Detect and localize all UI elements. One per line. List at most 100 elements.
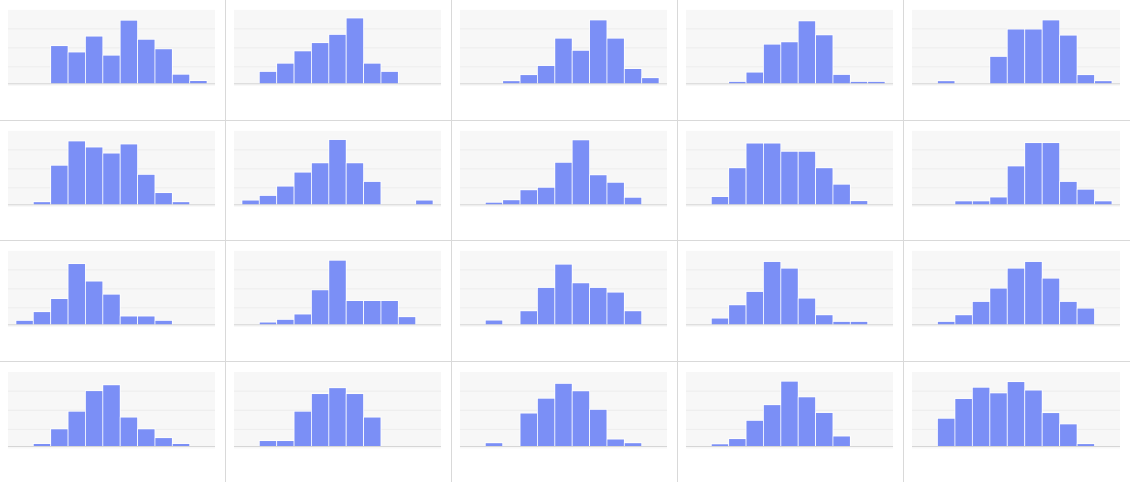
histogram-bar (989, 392, 1008, 447)
histogram-bar (1006, 165, 1026, 205)
histogram-bar (1024, 261, 1043, 326)
histogram-bar (519, 310, 538, 326)
histogram-bar (311, 289, 330, 326)
histogram-bar (710, 317, 730, 326)
histogram-bar (363, 180, 382, 205)
histogram-bar (50, 164, 69, 205)
histogram-bar (1094, 200, 1113, 205)
histogram-bar (137, 38, 156, 85)
histogram-panel (0, 0, 226, 121)
histogram-bar (67, 410, 86, 447)
histogram-bar (797, 395, 816, 447)
histogram-svg (912, 250, 1120, 327)
histogram-bar (519, 188, 538, 205)
histogram-bar (1059, 34, 1078, 85)
histogram-bar (85, 146, 104, 205)
histogram-bar (537, 186, 556, 205)
histogram-bar (85, 389, 104, 447)
histogram-bar (954, 397, 973, 447)
histogram-bar (32, 311, 52, 326)
histogram-bar (67, 51, 86, 85)
histogram-bar (276, 185, 295, 205)
histogram-bar (1041, 277, 1061, 326)
histogram-bar (50, 427, 69, 447)
histogram-bar (380, 71, 399, 85)
histogram-bar (606, 291, 625, 326)
histogram-bar (971, 200, 991, 205)
histogram-bar (537, 397, 556, 447)
histogram-bar (815, 166, 834, 205)
histogram-panel (226, 241, 452, 362)
histogram-svg (459, 9, 668, 86)
histogram-bar (571, 49, 590, 85)
histogram-bar (954, 200, 973, 205)
histogram-bar (67, 140, 86, 205)
histogram-bar (937, 321, 956, 326)
histogram-bar (954, 314, 973, 326)
histogram-bar (763, 142, 782, 205)
histogram-bar (15, 320, 34, 326)
histogram-bar (589, 408, 608, 447)
histogram-bar (276, 62, 295, 85)
histogram-bar (832, 183, 851, 205)
histogram-bar (102, 152, 121, 205)
histogram-panel (226, 120, 452, 241)
histogram-bar (345, 392, 364, 447)
histogram-bar (849, 321, 869, 326)
histogram-bar (311, 392, 330, 447)
histogram-bar (258, 194, 278, 205)
histogram-bar (85, 280, 104, 326)
histogram-bar (328, 386, 347, 447)
histogram-bar (971, 301, 991, 326)
histogram-bar (502, 198, 521, 205)
histogram-bar (258, 439, 278, 447)
histogram-bar (241, 199, 260, 205)
histogram-bar (1024, 28, 1043, 85)
histogram-bar (745, 142, 764, 205)
histogram-panel (678, 120, 904, 241)
histogram-bar (1024, 389, 1043, 447)
histogram-bar (67, 263, 86, 326)
histogram-bar (311, 42, 330, 85)
histogram-bar (380, 300, 399, 326)
histogram-panel (452, 361, 678, 482)
histogram-bar (484, 441, 504, 447)
histogram-bar (1076, 74, 1095, 85)
histogram-bar (328, 34, 347, 85)
histogram-bar (50, 298, 69, 326)
histogram-bar (728, 437, 747, 447)
histogram-svg (912, 130, 1120, 207)
histogram-bar (641, 77, 660, 85)
histogram-bar (119, 19, 138, 85)
histogram-bar (989, 56, 1008, 85)
histogram-svg (7, 371, 216, 448)
histogram-bar (171, 73, 191, 85)
histogram-svg (233, 250, 442, 327)
histogram-panel (0, 361, 226, 482)
histogram-bar (815, 411, 834, 447)
histogram-bar (154, 191, 173, 205)
histogram-panel (0, 120, 226, 241)
histogram-bar (363, 416, 382, 447)
histogram-bar (1006, 267, 1026, 326)
histogram-bar (293, 50, 312, 85)
histogram-svg (7, 9, 216, 86)
histogram-bar (154, 48, 173, 85)
histogram-bar (989, 287, 1008, 326)
histogram-bar (258, 71, 278, 85)
histogram-bar (571, 282, 590, 326)
histogram-bar (415, 199, 434, 205)
histogram-bar (763, 43, 782, 85)
histogram-bar (589, 173, 608, 205)
histogram-panel (678, 0, 904, 121)
histogram-bar (293, 313, 312, 326)
histogram-bar (1076, 188, 1095, 205)
histogram-bar (397, 316, 417, 326)
histogram-bar (780, 380, 799, 447)
histogram-bar (363, 62, 382, 85)
histogram-panel (452, 0, 678, 121)
histogram-bar (971, 386, 991, 447)
histogram-bar (571, 138, 590, 205)
histogram-bar (797, 20, 816, 85)
